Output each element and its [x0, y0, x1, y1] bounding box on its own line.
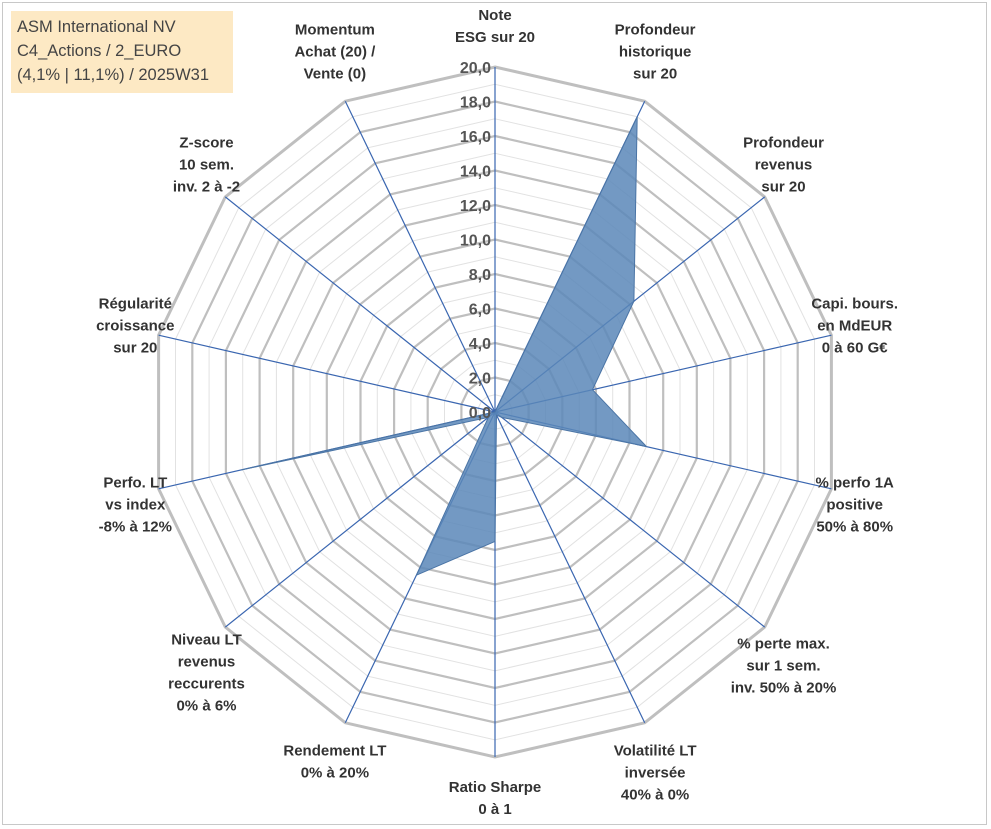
axis-label-line: Régularité — [99, 296, 172, 313]
axis-label: Rendement LT 0% à 20% — [283, 743, 386, 782]
data-point — [494, 411, 497, 414]
axis-label-line: Note — [478, 7, 511, 24]
axis-label-line: -8% à 12% — [99, 519, 172, 536]
axis-label-line: Volatilité LT — [614, 743, 697, 760]
axis-label-line: revenus — [755, 156, 813, 173]
company-name: ASM International NV — [17, 18, 176, 36]
axis-label-line: inversée — [625, 765, 686, 782]
axis-label-line: % perte max. — [737, 636, 830, 653]
data-point — [500, 416, 503, 419]
axis-label-line: Momentum — [295, 22, 375, 39]
axis-label-line: 0% à 6% — [176, 698, 236, 715]
axis-label-line: Ratio Sharpe — [449, 779, 542, 796]
series-area — [240, 116, 648, 577]
axis-label-line: sur 1 sem. — [746, 658, 820, 675]
data-point — [636, 115, 639, 118]
data-point — [240, 469, 243, 472]
axis-label-line: % perfo 1A — [816, 475, 895, 492]
tick-label: 6,0 — [469, 302, 491, 319]
tick-label: 10,0 — [460, 233, 491, 250]
axis-label-line: 10 sem. — [179, 156, 234, 173]
axis-label-line: Niveau LT — [171, 632, 242, 649]
axis-label: Volatilité LT inversée 40% à 0% — [614, 743, 697, 804]
radar-series — [240, 115, 648, 577]
axis-label-line: sur 20 — [113, 340, 157, 357]
axis-label: Profondeur historique sur 20 — [615, 22, 696, 83]
axis-label: Z-score 10 sem. inv. 2 à -2 — [173, 134, 240, 195]
axis-label: % perfo 1A positive 50% à 80% — [816, 475, 895, 536]
axis-label: Perfo. LT vs index -8% à 12% — [99, 475, 172, 536]
axis-label: Ratio Sharpe 0 à 1 — [449, 779, 542, 818]
axis-label-line: reccurents — [168, 676, 245, 693]
data-point — [494, 540, 497, 543]
radar-axis-labels: Note ESG sur 20 Profondeur historique sur 20… — [96, 7, 898, 818]
axis-label-line: historique — [619, 44, 692, 61]
radar-tick-labels: 0,0 2,0 4,0 6,0 8,0 10,0 12,0 14,0 16,0 18,0 20,0 — [460, 60, 491, 422]
axis-label-line: Capi. bours. — [811, 296, 898, 313]
axis-label-line: 0% à 20% — [301, 765, 369, 782]
axis-label-line: ESG sur 20 — [455, 29, 535, 46]
axis-label-line: 50% à 80% — [816, 519, 893, 536]
axis-label-line: sur 20 — [761, 178, 805, 195]
tick-label: 16,0 — [460, 129, 491, 146]
tick-label: 4,0 — [469, 336, 491, 353]
axis-label-line: 0 à 60 G€ — [822, 340, 889, 357]
axis-label-line: Achat (20) / — [294, 44, 376, 61]
axis-label: Profondeur revenus sur 20 — [743, 134, 824, 195]
data-point — [645, 445, 648, 448]
axis-label-line: croissance — [96, 318, 174, 335]
tick-label: 20,0 — [460, 60, 491, 77]
axis-label-line: revenus — [178, 654, 236, 671]
axis-label-line: Rendement LT — [283, 743, 386, 760]
data-point — [495, 414, 498, 417]
category-line: C4_Actions / 2_EURO — [17, 42, 182, 60]
axis-label-line: Profondeur — [743, 134, 824, 151]
axis-label: Capi. bours. en MdEUR 0 à 60 G€ — [811, 296, 898, 357]
axis-spoke — [158, 334, 496, 413]
axis-label: Régularité croissance sur 20 — [96, 296, 174, 357]
axis-label-line: Perfo. LT — [103, 475, 167, 492]
axis-label-line: Profondeur — [615, 22, 696, 39]
axis-label-line: Z-score — [179, 134, 233, 151]
axis-spoke — [344, 100, 496, 413]
stats-line: (4,1% | 11,1%) / 2025W31 — [17, 66, 209, 84]
axis-label-line: en MdEUR — [817, 318, 892, 335]
axis-label-line: 0 à 1 — [478, 801, 511, 818]
axis-spoke — [224, 411, 496, 628]
axis-label: Niveau LT revenus reccurents 0% à 6% — [168, 632, 245, 715]
tick-label: 0,0 — [469, 405, 491, 422]
tick-label: 2,0 — [469, 371, 491, 388]
axis-label-line: sur 20 — [633, 66, 677, 83]
axis-spoke — [224, 196, 496, 413]
tick-label: 14,0 — [460, 164, 491, 181]
tick-label: 12,0 — [460, 198, 491, 215]
axis-label: % perte max. sur 1 sem. inv. 50% à 20% — [731, 636, 837, 697]
axis-label: Note ESG sur 20 — [455, 7, 535, 46]
info-box: ASM International NV C4_Actions / 2_EURO… — [11, 11, 233, 93]
data-point — [632, 300, 635, 303]
axis-label-line: vs index — [105, 497, 166, 514]
axis-label-line: Vente (0) — [304, 66, 367, 83]
axis-label: Momentum Achat (20) / Vente (0) — [294, 22, 376, 83]
axis-spoke — [494, 411, 766, 628]
tick-label: 18,0 — [460, 95, 491, 112]
axis-label-line: 40% à 0% — [621, 787, 689, 804]
axis-label-line: inv. 50% à 20% — [731, 680, 837, 697]
data-point — [591, 388, 594, 391]
axis-label-line: inv. 2 à -2 — [173, 178, 240, 195]
tick-label: 8,0 — [469, 267, 491, 284]
data-point — [415, 574, 418, 577]
axis-label-line: positive — [826, 497, 883, 514]
axis-spoke — [494, 411, 646, 724]
